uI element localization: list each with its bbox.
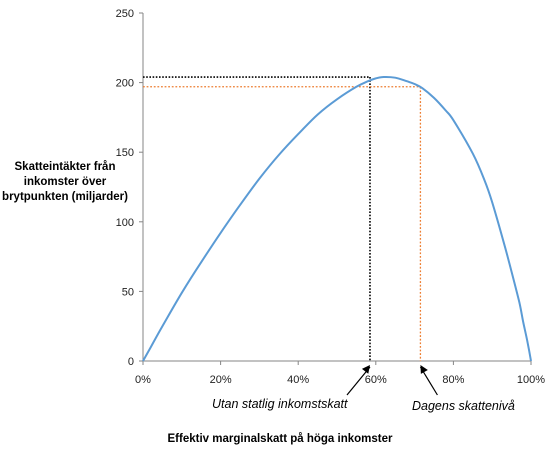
chart-guide-lines bbox=[143, 76, 422, 361]
x-tick-label: 40% bbox=[287, 374, 309, 386]
y-tick-label: 250 bbox=[116, 8, 134, 20]
chart-axes bbox=[139, 12, 532, 365]
x-tick-label: 100% bbox=[517, 374, 545, 386]
series-line bbox=[142, 75, 532, 362]
annotation-dagens-skatteniva: Dagens skattenivå bbox=[412, 399, 515, 413]
annotation-arrows bbox=[346, 365, 438, 396]
y-tick-label: 0 bbox=[128, 356, 134, 368]
annotation-utan-statlig-inkomstskatt: Utan statlig inkomstskatt bbox=[212, 397, 348, 411]
arrow-dagens-skatteniva-head bbox=[420, 365, 428, 374]
x-axis-label: Effektiv marginalskatt på höga inkomster bbox=[167, 433, 393, 445]
y-tick-label: 50 bbox=[122, 286, 134, 298]
y-tick-label: 150 bbox=[116, 147, 134, 159]
y-tick-label: 200 bbox=[116, 78, 134, 90]
x-tick-label: 80% bbox=[442, 374, 464, 386]
x-tick-label: 0% bbox=[135, 374, 151, 386]
arrow-utan-statlig-inkomstskatt-head bbox=[361, 365, 370, 374]
chart-series bbox=[142, 75, 532, 362]
chart-tick-labels: 0 50 100 150 200 250 0% 20% 40% 60% 80% 100% bbox=[116, 8, 546, 386]
x-tick-label: 20% bbox=[210, 374, 232, 386]
y-axis-label: Skatteintäkter från inkomster över brytp… bbox=[2, 161, 128, 203]
y-tick-label: 100 bbox=[116, 217, 134, 229]
x-tick-label: 60% bbox=[365, 374, 387, 386]
